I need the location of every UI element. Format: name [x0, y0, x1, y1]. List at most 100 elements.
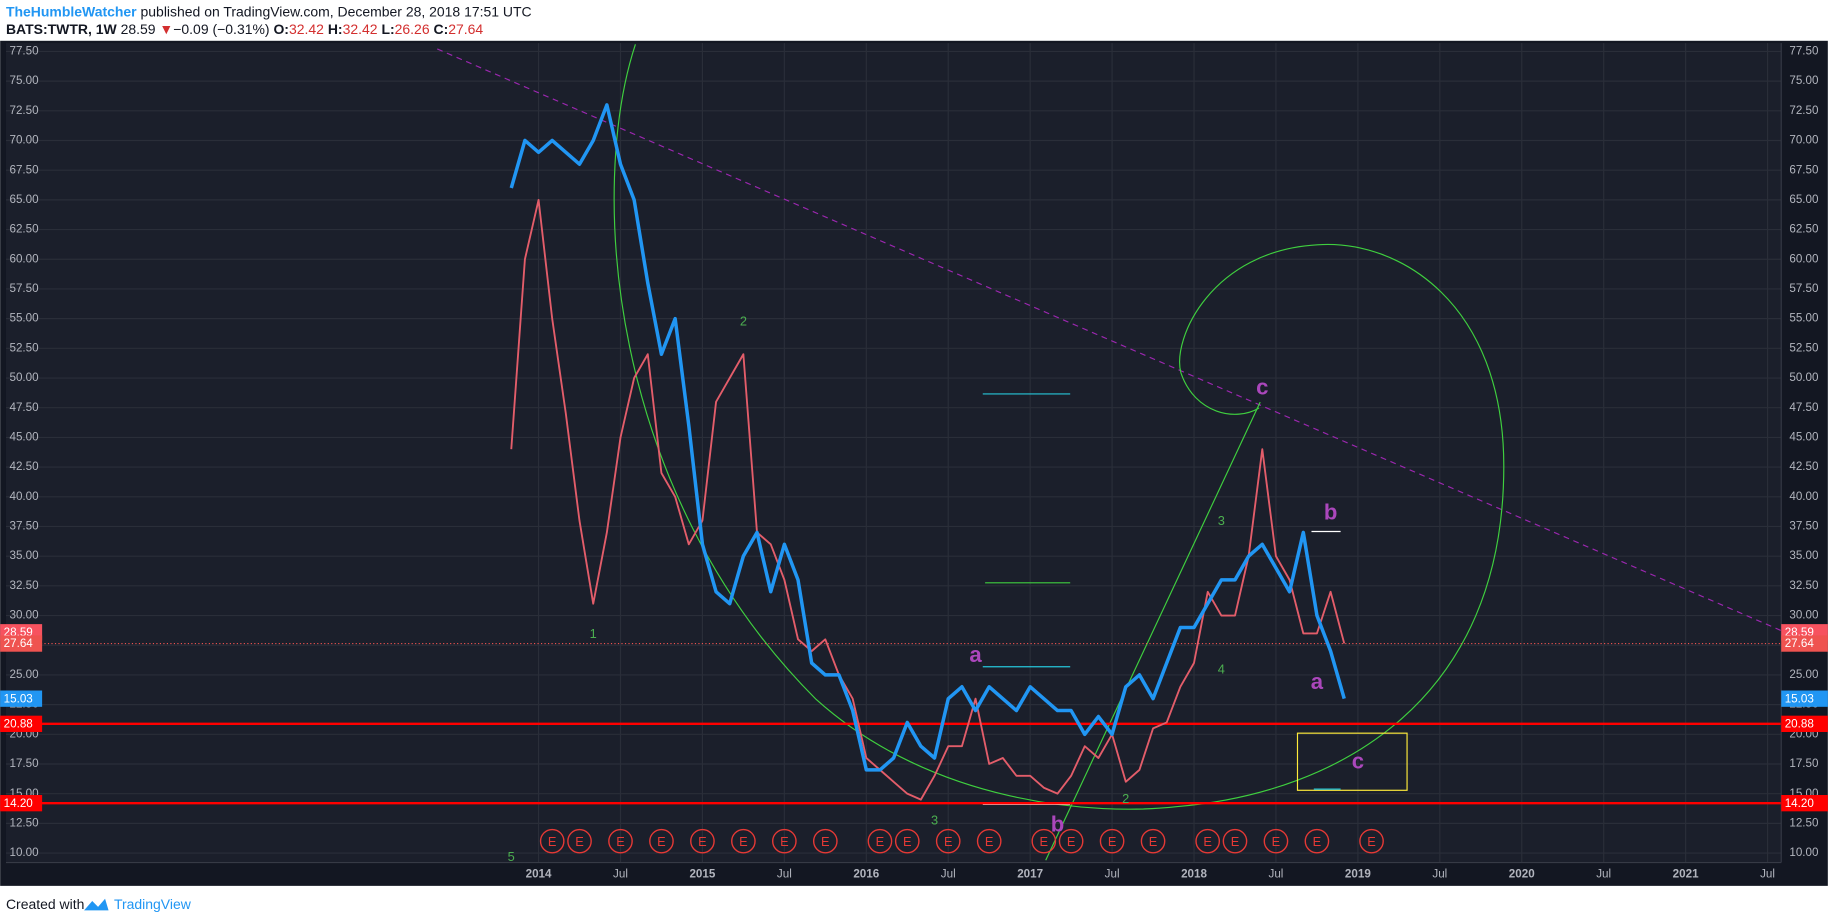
earnings-label: E: [821, 834, 830, 849]
last-price: 28.59: [121, 21, 156, 37]
y-tick-label: 77.50: [9, 45, 39, 58]
earnings-label: E: [1067, 834, 1076, 849]
price-badge: [1781, 715, 1828, 733]
ohlc-value: 32.42: [343, 21, 378, 37]
x-tick-label: Jul: [1596, 867, 1611, 880]
x-tick-label: Jul: [613, 867, 628, 880]
y-tick-label: 50.00: [9, 371, 39, 384]
x-tick-label: 2019: [1345, 867, 1371, 880]
y-tick-label: 75.00: [9, 74, 39, 87]
ohlc-value: 26.26: [395, 21, 430, 37]
y-tick-label: 55.00: [1789, 312, 1819, 325]
wave-label: a: [1311, 669, 1324, 694]
y-tick-label: 40.00: [9, 490, 39, 503]
earnings-marker: [690, 828, 715, 854]
earnings-marker: [539, 828, 565, 854]
earnings-label: E: [780, 834, 789, 849]
price-line: [510, 198, 1346, 801]
x-tick-label: Jul: [1105, 867, 1120, 880]
earnings-label: E: [1040, 834, 1049, 849]
wave-label: 4: [1218, 662, 1225, 677]
y-tick-label: 25.00: [1789, 668, 1819, 681]
earnings-label: E: [1231, 834, 1240, 849]
x-tick-label: 2018: [1181, 867, 1207, 880]
price-badge: [0, 795, 43, 812]
change-arrow: ▼: [159, 21, 173, 37]
y-tick-label: 62.50: [9, 223, 39, 236]
earnings-marker: [649, 828, 674, 854]
y-tick-label: 70.00: [9, 134, 39, 147]
wave-label: 2: [1122, 791, 1129, 806]
brand-logo: [84, 898, 109, 911]
y-tick-label: 67.50: [9, 163, 39, 176]
earnings-marker: [1222, 828, 1248, 854]
marks: E E E E E E E E E E E E E E E E E E E E E 1 2 3 5 2 3 4 a b c b a c: [5, 103, 1782, 864]
brand: TradingView: [114, 896, 192, 912]
price-badge: [1781, 795, 1828, 812]
earnings-label: E: [1108, 834, 1117, 849]
y-tick-label: 37.50: [1789, 520, 1819, 533]
y-tick-label: 42.50: [9, 460, 39, 473]
x-tick-label: 2015: [689, 867, 715, 880]
y-tick-label: 40.00: [1789, 490, 1819, 503]
earnings-marker: [772, 828, 797, 854]
y-tick-label: 32.50: [1789, 579, 1819, 592]
y-tick-label: 12.50: [9, 816, 39, 829]
y-tick-label: 72.50: [1789, 104, 1819, 117]
earnings-marker: [1031, 828, 1057, 854]
y-tick-label: 70.00: [1789, 134, 1819, 147]
price-badge-label: 20.88: [1785, 718, 1814, 731]
y-tick-label: 45.00: [9, 430, 39, 443]
earnings-label: E: [876, 834, 885, 849]
earnings-label: E: [985, 834, 994, 849]
earnings-label: E: [575, 834, 584, 849]
y-tick-label: 17.50: [1789, 757, 1819, 770]
y-tick-label: 75.00: [1789, 74, 1819, 87]
y-tick-label: 50.00: [1789, 371, 1819, 384]
earnings-marker: [1195, 828, 1221, 854]
symbol: BATS:TWTR, 1W: [6, 21, 118, 37]
earnings-marker: [1359, 828, 1384, 854]
earnings-label: E: [1367, 834, 1376, 849]
y-tick-label: 57.50: [1789, 282, 1819, 295]
y-tick-label: 37.50: [9, 520, 39, 533]
ohlc-value: 27.64: [448, 21, 483, 37]
earnings-marker: [935, 828, 961, 854]
change: −0.09 (−0.31%): [173, 21, 269, 37]
y-tick-label: 60.00: [9, 252, 39, 265]
earnings-marker: [867, 828, 893, 854]
wave-label: 3: [931, 812, 938, 827]
y-tick-label: 47.50: [1789, 401, 1819, 414]
y-tick-label: 45.00: [1789, 430, 1819, 443]
x-tick-label: Jul: [1432, 867, 1447, 880]
y-tick-label: 35.00: [1789, 549, 1819, 562]
price-badge: [1781, 690, 1828, 707]
price-badge-label: 14.20: [4, 797, 34, 810]
y-tick-label: 42.50: [1789, 460, 1819, 473]
x-tick-label: 2020: [1509, 867, 1535, 880]
earnings-marker: [1304, 828, 1330, 854]
y-tick-label: 17.50: [9, 757, 39, 770]
earnings-label: E: [1203, 834, 1212, 849]
y-tick-label: 10.00: [9, 846, 39, 859]
trend-line: [437, 48, 1782, 632]
footer-text: Created with: [6, 896, 84, 912]
y-tick-label: 30.00: [9, 609, 39, 622]
trend-line: [1045, 401, 1261, 861]
earnings-label: E: [903, 834, 912, 849]
published: published on TradingView.com, December 2…: [141, 3, 532, 19]
y-tick-label: 65.00: [1789, 193, 1819, 206]
earnings-label: E: [1272, 834, 1281, 849]
price-badge-label: 27.64: [1785, 637, 1815, 650]
earnings-label: E: [657, 834, 666, 849]
earnings-label: E: [1313, 834, 1322, 849]
y-tick-label: 57.50: [9, 282, 39, 295]
y-tick-label: 32.50: [9, 579, 39, 592]
earnings-marker: [812, 828, 838, 854]
earnings-marker: [976, 828, 1002, 854]
earnings-marker: [1140, 828, 1166, 854]
earnings-marker: [1058, 828, 1084, 854]
price-badge-label: 20.88: [4, 718, 33, 731]
price-badge-label: 15.03: [4, 692, 33, 705]
price-badge-label: 15.03: [1785, 692, 1814, 705]
